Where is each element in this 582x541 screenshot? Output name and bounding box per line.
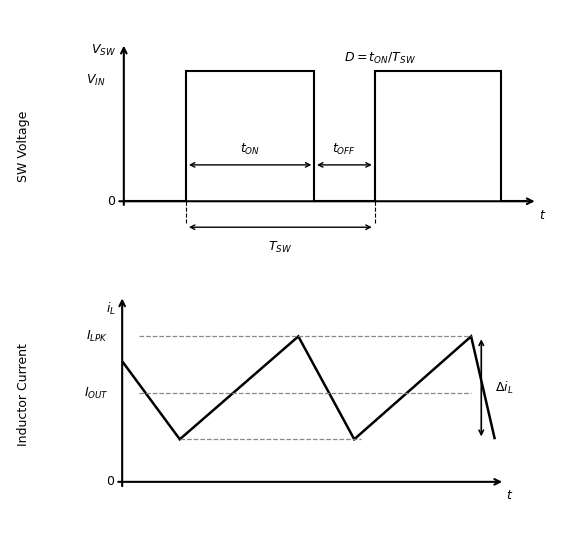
Text: $V_{SW}$: $V_{SW}$ — [91, 43, 116, 58]
Text: $t_{OFF}$: $t_{OFF}$ — [332, 142, 356, 157]
Text: $0$: $0$ — [107, 476, 115, 489]
Text: $T_{SW}$: $T_{SW}$ — [268, 240, 292, 255]
Text: $0$: $0$ — [107, 195, 116, 208]
Text: $I_{OUT}$: $I_{OUT}$ — [84, 386, 109, 401]
Text: SW Voltage: SW Voltage — [17, 110, 30, 182]
Text: t: t — [539, 209, 544, 222]
Text: $t_{ON}$: $t_{ON}$ — [240, 142, 260, 157]
Text: Inductor Current: Inductor Current — [17, 344, 30, 446]
Text: $\Delta i_L$: $\Delta i_L$ — [495, 380, 513, 396]
Text: $D = t_{ON}/ T_{SW}$: $D = t_{ON}/ T_{SW}$ — [344, 51, 416, 66]
Text: $I_{LPK}$: $I_{LPK}$ — [87, 329, 109, 344]
Text: t: t — [506, 489, 511, 502]
Text: $V_{IN}$: $V_{IN}$ — [86, 73, 105, 88]
Text: $i_L$: $i_L$ — [105, 301, 115, 317]
